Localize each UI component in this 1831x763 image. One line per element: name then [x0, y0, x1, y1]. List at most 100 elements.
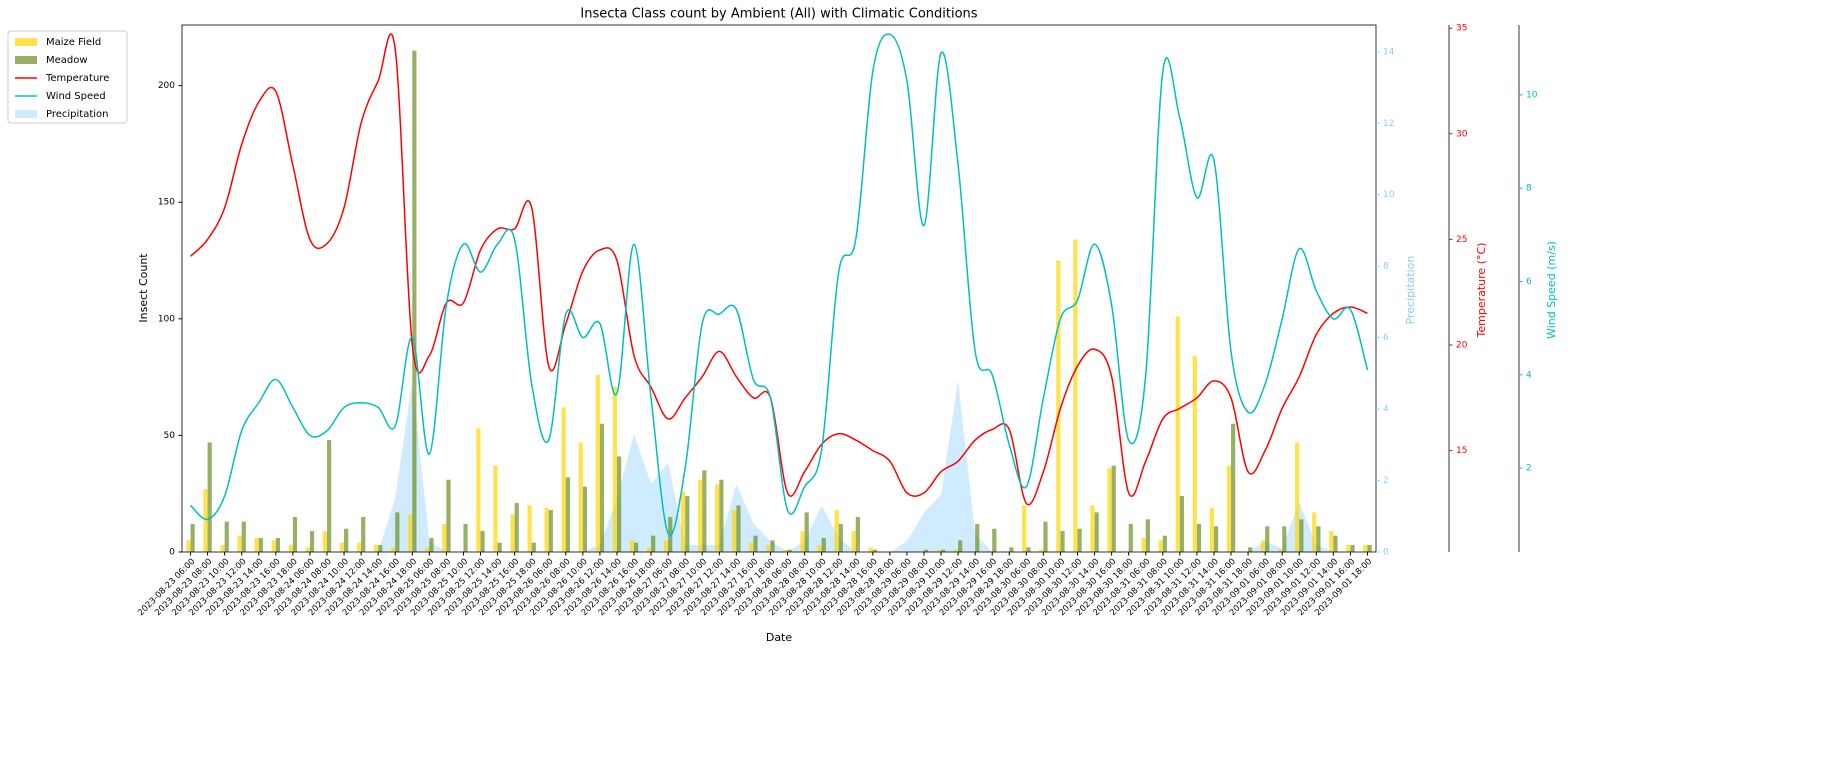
- y2-tick-label: 4: [1383, 405, 1389, 415]
- bar: [753, 535, 758, 552]
- bar: [975, 524, 980, 552]
- bar: [497, 542, 502, 552]
- y3-tick-label: 35: [1456, 24, 1467, 34]
- bar: [766, 545, 771, 552]
- bar: [936, 549, 942, 552]
- bar: [1192, 356, 1197, 552]
- bar: [527, 505, 532, 552]
- bar: [821, 538, 826, 552]
- bar: [391, 547, 396, 552]
- chart-title: Insecta Class count by Ambient (All) wit…: [580, 7, 977, 22]
- bar: [1056, 260, 1061, 552]
- bar: [1282, 526, 1287, 552]
- bar: [1209, 507, 1214, 552]
- bar: [373, 545, 379, 552]
- bar: [578, 442, 583, 552]
- bar: [1060, 531, 1065, 552]
- bar: [1226, 465, 1232, 552]
- bar: [1128, 524, 1133, 552]
- bar: [668, 517, 673, 552]
- bar: [1312, 512, 1317, 552]
- bar: [595, 374, 600, 552]
- bar: [1043, 521, 1048, 552]
- bar: [1175, 316, 1180, 552]
- bar: [736, 505, 741, 552]
- bar: [702, 470, 707, 552]
- y-tick-label: 50: [164, 431, 176, 441]
- bar: [732, 510, 737, 552]
- bar: [787, 549, 792, 552]
- bar: [463, 524, 468, 552]
- y4-axis-label: Wind Speed (m/s): [1545, 241, 1558, 339]
- legend-label: Meadow: [46, 55, 88, 66]
- y2-axis-label: Precipitation: [1404, 256, 1417, 325]
- bar: [288, 545, 293, 552]
- bar: [1260, 540, 1266, 552]
- y2-tick-label: 0: [1383, 548, 1389, 558]
- bar: [190, 524, 195, 552]
- y3-tick-label: 25: [1456, 235, 1467, 245]
- bar: [1213, 526, 1219, 552]
- bar: [1009, 547, 1014, 552]
- bar: [599, 423, 605, 552]
- bar: [749, 542, 754, 552]
- y4-tick-label: 8: [1526, 184, 1532, 194]
- bar: [1363, 545, 1368, 552]
- bar: [378, 545, 383, 552]
- bar: [582, 486, 588, 552]
- bar: [1277, 549, 1283, 552]
- bar: [923, 549, 929, 552]
- bar: [1329, 531, 1334, 552]
- legend-label: Wind Speed: [46, 91, 106, 102]
- bar: [1094, 512, 1099, 552]
- bar: [800, 531, 805, 552]
- bar: [1299, 519, 1304, 552]
- bar: [258, 538, 263, 552]
- bar: [992, 528, 997, 552]
- y2-tick-label: 14: [1383, 47, 1395, 57]
- bar: [429, 538, 434, 552]
- bar: [292, 517, 298, 552]
- bar: [241, 521, 246, 552]
- y4-tick-label: 6: [1526, 277, 1532, 287]
- bar: [425, 547, 430, 552]
- bar: [804, 512, 809, 552]
- y4-tick-label: 4: [1526, 370, 1532, 380]
- y2-tick-label: 12: [1383, 119, 1394, 129]
- bar: [1367, 545, 1372, 552]
- bar: [616, 456, 622, 552]
- bar: [514, 503, 519, 552]
- bar: [1141, 538, 1146, 552]
- y-tick-label: 200: [158, 81, 175, 91]
- bar: [698, 479, 703, 552]
- y3-axis-label: Temperature (°C): [1475, 243, 1488, 339]
- y-tick-label: 0: [169, 548, 175, 558]
- y2-tick-label: 10: [1383, 190, 1395, 200]
- bar: [612, 386, 617, 552]
- bar: [395, 512, 400, 552]
- bar: [561, 407, 566, 552]
- bar: [783, 549, 788, 552]
- bar: [1073, 239, 1078, 552]
- bar: [493, 465, 498, 552]
- bar: [1090, 505, 1095, 552]
- bar: [1346, 545, 1351, 552]
- bar: [476, 428, 481, 552]
- bar: [941, 549, 946, 552]
- bar: [651, 535, 656, 552]
- bar: [719, 479, 724, 552]
- bar: [680, 491, 686, 552]
- bar: [1295, 442, 1300, 552]
- bar: [629, 540, 635, 552]
- bar: [510, 514, 515, 552]
- bar: [271, 540, 276, 552]
- bar: [207, 442, 212, 552]
- y2-tick-label: 8: [1383, 262, 1389, 272]
- bar: [1077, 528, 1082, 552]
- bar: [548, 510, 553, 552]
- bar: [1350, 545, 1355, 552]
- legend-swatch: [15, 110, 37, 118]
- bar: [275, 538, 281, 552]
- bar: [1039, 549, 1044, 552]
